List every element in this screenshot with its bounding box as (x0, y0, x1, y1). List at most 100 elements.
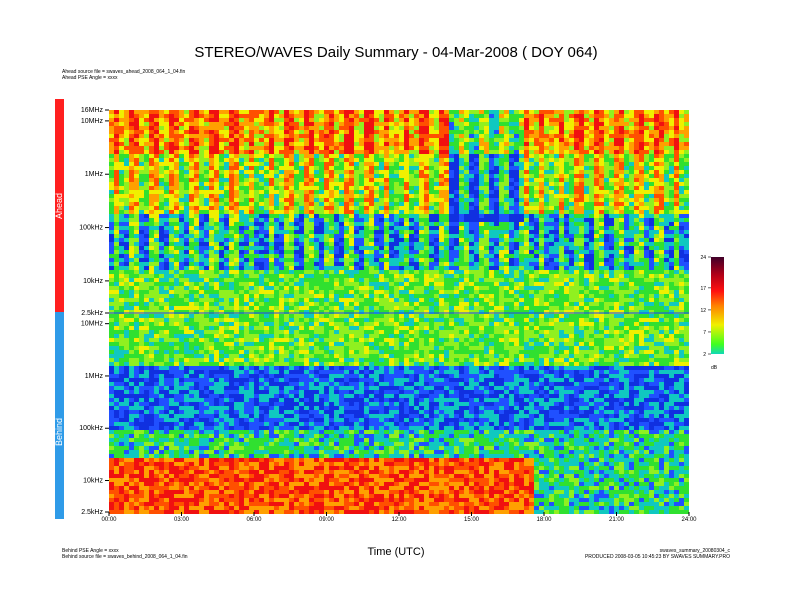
spectrogram-cell (299, 286, 304, 290)
spectrogram-cell (234, 154, 239, 158)
spectrogram-cell (259, 498, 264, 502)
spectrogram-cell (239, 258, 244, 262)
spectrogram-cell (189, 198, 194, 202)
spectrogram-cell (199, 402, 204, 406)
spectrogram-cell (229, 286, 234, 290)
spectrogram-cell (214, 422, 219, 426)
spectrogram-cell (144, 162, 149, 166)
spectrogram-cell (204, 142, 209, 146)
spectrogram-cell (179, 206, 184, 210)
spectrogram-cell (294, 110, 299, 114)
spectrogram-cell (244, 150, 249, 154)
spectrogram-cell (174, 274, 179, 278)
spectrogram-cell (329, 314, 334, 318)
spectrogram-cell (289, 142, 294, 146)
spectrogram-cell (194, 134, 199, 138)
spectrogram-cell (114, 362, 119, 366)
spectrogram-cell (339, 138, 344, 142)
spectrogram-cell (124, 146, 129, 150)
spectrogram-cell (144, 154, 149, 158)
spectrogram-cell (369, 406, 374, 410)
spectrogram-cell (179, 238, 184, 242)
spectrogram-cell (224, 254, 229, 258)
spectrogram-cell (369, 426, 374, 430)
spectrogram-cell (359, 202, 364, 206)
spectrogram-cell (149, 454, 154, 458)
spectrogram-cell (374, 206, 379, 210)
spectrogram-cell (224, 214, 229, 218)
spectrogram-cell (359, 318, 364, 322)
spectrogram-cell (269, 266, 274, 270)
spectrogram-cell (109, 402, 114, 406)
spectrogram-cell (179, 186, 184, 190)
spectrogram-cell (179, 298, 184, 302)
spectrogram-cell (204, 238, 209, 242)
spectrogram-cell (119, 406, 124, 410)
spectrogram-cell (214, 142, 219, 146)
spectrogram-cell (214, 302, 219, 306)
spectrogram-cell (299, 178, 304, 182)
spectrogram-cell (124, 142, 129, 146)
spectrogram-cell (369, 482, 374, 486)
spectrogram-cell (329, 322, 334, 326)
spectrogram-cell (219, 490, 224, 494)
spectrogram-cell (329, 350, 334, 354)
spectrogram-cell (149, 182, 154, 186)
spectrogram-cell (284, 126, 289, 130)
spectrogram-cell (294, 322, 299, 326)
spectrogram-cell (119, 222, 124, 226)
spectrogram-cell (234, 402, 239, 406)
spectrogram-cell (279, 494, 284, 498)
spectrogram-cell (189, 130, 194, 134)
spectrogram-cell (284, 178, 289, 182)
spectrogram-cell (204, 378, 209, 382)
spectrogram-cell (364, 238, 369, 242)
spectrogram-cell (364, 246, 369, 250)
spectrogram-cell (159, 154, 164, 158)
spectrogram-cell (294, 506, 299, 510)
spectrogram-cell (274, 186, 279, 190)
spectrogram-cell (124, 114, 129, 118)
spectrogram-cell (339, 406, 344, 410)
spectrogram-cell (134, 162, 139, 166)
spectrogram-cell (199, 366, 204, 370)
spectrogram-cell (164, 378, 169, 382)
spectrogram-cell (234, 246, 239, 250)
spectrogram-cell (304, 438, 309, 442)
spectrogram-cell (154, 470, 159, 474)
spectrogram-cell (169, 358, 174, 362)
spectrogram-cell (114, 346, 119, 350)
spectrogram-cell (289, 110, 294, 114)
spectrogram-cell (339, 434, 344, 438)
spectrogram-cell (329, 278, 334, 282)
spectrogram-cell (339, 170, 344, 174)
spectrogram-cell (294, 426, 299, 430)
spectrogram-cell (169, 494, 174, 498)
spectrogram-cell (209, 114, 214, 118)
spectrogram-cell (299, 450, 304, 454)
spectrogram-cell (174, 234, 179, 238)
spectrogram-cell (364, 202, 369, 206)
spectrogram-cell (159, 166, 164, 170)
spectrogram-cell (284, 238, 289, 242)
spectrogram-cell (364, 190, 369, 194)
spectrogram-cell (369, 246, 374, 250)
spectrogram-cell (319, 446, 324, 450)
spectrogram-cell (279, 166, 284, 170)
spectrogram-cell (224, 494, 229, 498)
spectrogram-cell (179, 486, 184, 490)
spectrogram-cell (189, 266, 194, 270)
spectrogram-cell (304, 298, 309, 302)
spectrogram-cell (139, 406, 144, 410)
spectrogram-cell (324, 470, 329, 474)
spectrogram-cell (269, 290, 274, 294)
spectrogram-cell (339, 134, 344, 138)
spectrogram-cell (329, 510, 334, 514)
spectrogram-cell (224, 478, 229, 482)
spectrogram-cell (164, 222, 169, 226)
spectrogram-cell (234, 362, 239, 366)
spectrogram-cell (199, 218, 204, 222)
spectrogram-cell (364, 182, 369, 186)
spectrogram-cell (269, 410, 274, 414)
spectrogram-cell (364, 398, 369, 402)
